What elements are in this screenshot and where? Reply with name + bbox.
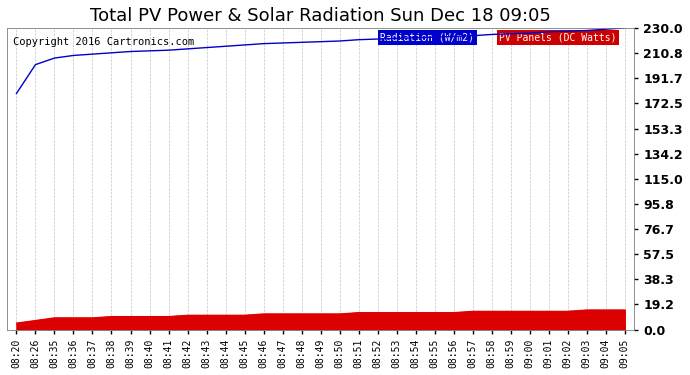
Text: Radiation (W/m2): Radiation (W/m2): [380, 32, 474, 42]
Title: Total PV Power & Solar Radiation Sun Dec 18 09:05: Total PV Power & Solar Radiation Sun Dec…: [90, 7, 551, 25]
Text: PV Panels (DC Watts): PV Panels (DC Watts): [500, 32, 617, 42]
Text: Copyright 2016 Cartronics.com: Copyright 2016 Cartronics.com: [13, 37, 195, 47]
